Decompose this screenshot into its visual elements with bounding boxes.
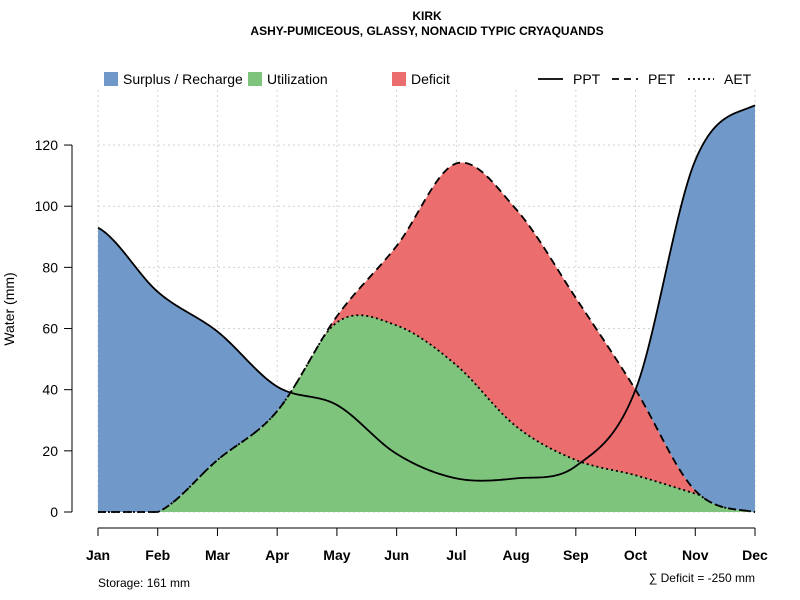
area-deficit bbox=[98, 162, 755, 512]
x-tick-label: Sep bbox=[563, 547, 589, 563]
y-tick-label: 60 bbox=[42, 321, 58, 337]
series-line-pet bbox=[98, 161, 756, 513]
y-tick-label: 40 bbox=[42, 382, 58, 398]
y-axis-label: Water (mm) bbox=[1, 272, 17, 345]
deficit-sum-note: ∑ Deficit = -250 mm bbox=[649, 571, 755, 585]
x-tick-label: Aug bbox=[502, 547, 529, 563]
x-tick-label: Nov bbox=[682, 547, 709, 563]
y-tick-label: 20 bbox=[42, 443, 58, 459]
chart-subtitle: ASHY-PUMICEOUS, GLASSY, NONACID TYPIC CR… bbox=[250, 24, 603, 38]
x-tick-label: Jun bbox=[384, 547, 409, 563]
series-line-aet bbox=[98, 314, 756, 513]
x-tick-label: Apr bbox=[265, 547, 290, 563]
legend: Surplus / Recharge Utilization Deficit P… bbox=[104, 71, 752, 87]
x-tick-label: Mar bbox=[205, 547, 230, 563]
x-tick-label: Feb bbox=[145, 547, 170, 563]
series-line-ppt bbox=[97, 104, 756, 482]
legend-label-pet: PET bbox=[648, 71, 676, 87]
y-tick-label: 100 bbox=[35, 198, 59, 214]
legend-swatch-deficit bbox=[392, 72, 406, 86]
y-tick-label: 80 bbox=[42, 259, 58, 275]
area-surplus-recharge bbox=[98, 105, 755, 512]
area-layer bbox=[98, 105, 755, 512]
area-utilization bbox=[98, 315, 755, 512]
legend-label-utilization: Utilization bbox=[267, 71, 328, 87]
legend-label-surplus: Surplus / Recharge bbox=[123, 71, 243, 87]
x-tick-label: Jul bbox=[446, 547, 466, 563]
legend-label-aet: AET bbox=[724, 71, 752, 87]
legend-label-deficit: Deficit bbox=[411, 71, 450, 87]
x-tick-label: Jan bbox=[86, 547, 110, 563]
y-tick-label: 120 bbox=[35, 137, 59, 153]
storage-note: Storage: 161 mm bbox=[98, 576, 190, 590]
x-tick-label: May bbox=[323, 547, 350, 563]
y-tick-label: 0 bbox=[50, 504, 58, 520]
x-tick-label: Dec bbox=[742, 547, 768, 563]
x-tick-label: Oct bbox=[624, 547, 648, 563]
chart-title: KIRK bbox=[412, 9, 442, 23]
axes: 0 20 40 60 80 100 120 Jan Feb Mar Apr May Jun Jul Aug S… bbox=[35, 137, 768, 563]
legend-swatch-utilization bbox=[248, 72, 262, 86]
legend-swatch-surplus bbox=[104, 72, 118, 86]
line-layer bbox=[97, 104, 756, 513]
legend-label-ppt: PPT bbox=[573, 71, 601, 87]
